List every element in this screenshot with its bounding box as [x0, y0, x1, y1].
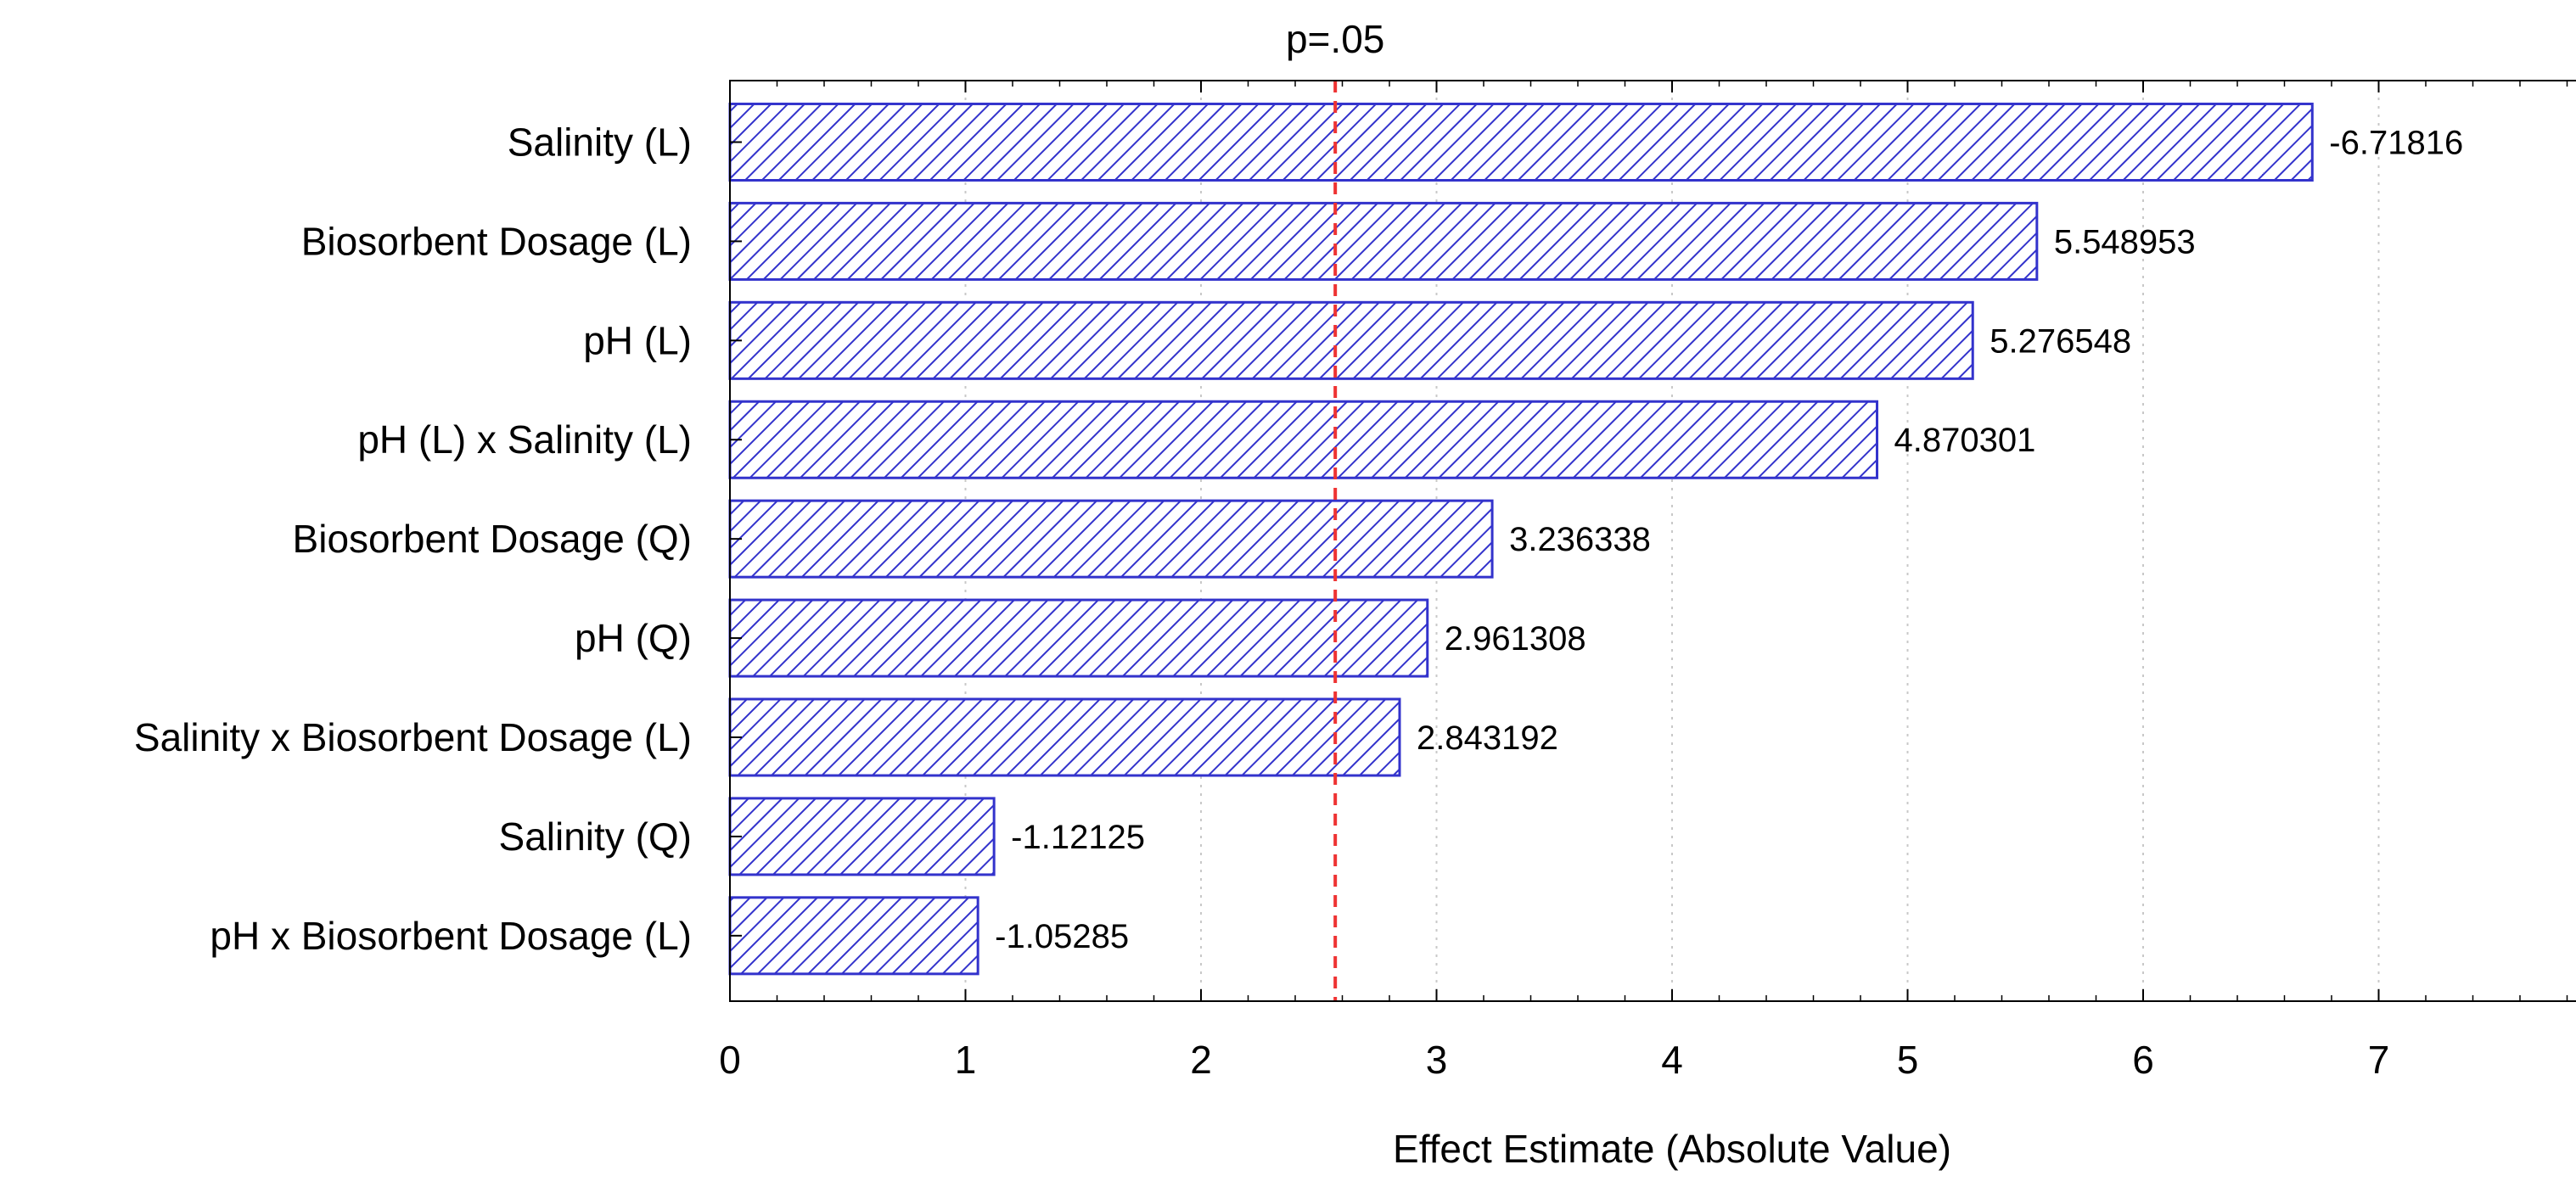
reference-line-label: p=.05: [1286, 17, 1384, 61]
bar-value-label: 2.843192: [1417, 719, 1558, 757]
x-tick-label: 7: [2368, 1038, 2390, 1082]
category-label: Salinity (Q): [499, 815, 692, 859]
bar: [728, 896, 979, 976]
x-tick-label: 2: [1190, 1038, 1212, 1082]
bar: [728, 102, 2314, 182]
axis-ticks: [729, 81, 2568, 1001]
bar: [728, 300, 1974, 380]
x-tick-label: 6: [2132, 1038, 2154, 1082]
bar-value-label: 2.961308: [1445, 620, 1586, 658]
bar-value-label: -6.71816: [2329, 124, 2463, 161]
bar: [728, 797, 996, 876]
x-tick-label: 5: [1897, 1038, 1919, 1082]
category-label: Biosorbent Dosage (Q): [293, 517, 692, 561]
bar-value-label: -1.05285: [995, 918, 1129, 955]
category-label: Salinity (L): [508, 120, 692, 164]
category-label: pH (L): [583, 318, 692, 362]
x-tick-label: 4: [1661, 1038, 1683, 1082]
bar-value-label: 5.548953: [2054, 223, 2196, 260]
category-label: pH (Q): [575, 616, 692, 660]
bar: [728, 697, 1401, 777]
bar: [728, 400, 1879, 479]
category-label: Salinity x Biosorbent Dosage (L): [134, 715, 692, 759]
category-label: pH (L) x Salinity (L): [357, 417, 692, 462]
bar-value-label: -1.12125: [1011, 819, 1145, 856]
bar-value-label: 5.276548: [1990, 322, 2131, 360]
x-tick-label: 3: [1426, 1038, 1448, 1082]
bar: [728, 499, 1494, 579]
bar: [728, 598, 1429, 678]
category-label: Biosorbent Dosage (L): [301, 219, 692, 263]
bars: [728, 102, 2314, 976]
x-tick-label: 1: [955, 1038, 977, 1082]
bar-value-label: 3.236338: [1509, 521, 1651, 558]
bar: [728, 201, 2039, 281]
x-axis-title: Effect Estimate (Absolute Value): [1393, 1127, 1951, 1171]
category-label: pH x Biosorbent Dosage (L): [210, 914, 692, 958]
bar-value-label: 4.870301: [1894, 422, 2036, 459]
x-tick-label: 0: [719, 1038, 741, 1082]
